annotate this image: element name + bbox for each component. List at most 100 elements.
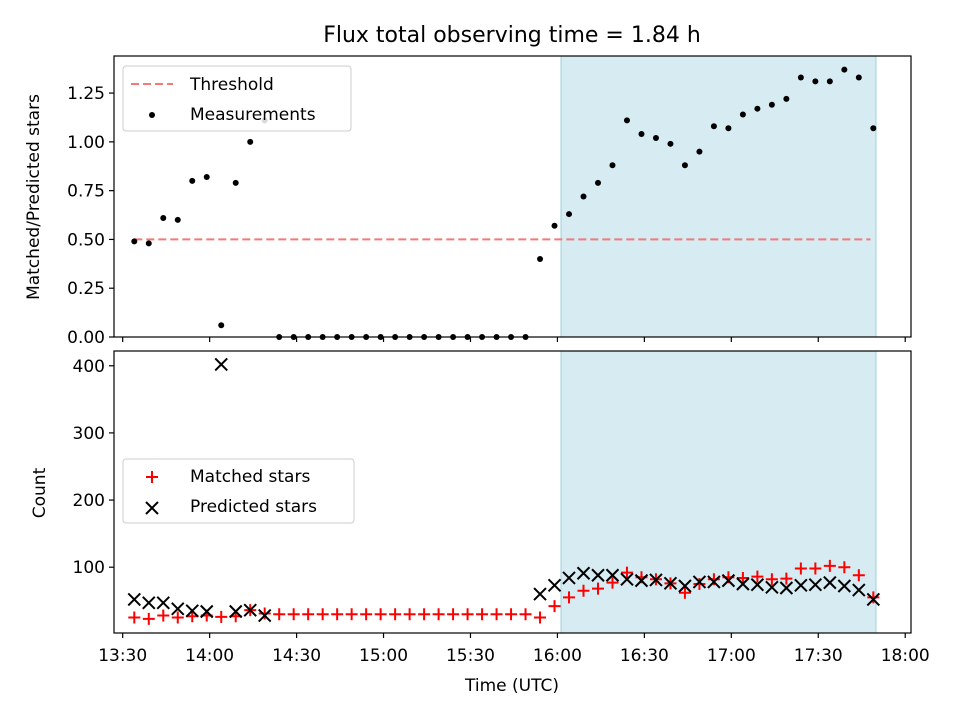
top-panel-shaded-region [560,55,877,338]
y-tick-label: 300 [73,424,105,444]
x-tick-label: 18:00 [881,646,930,666]
measurement-point [667,140,674,147]
matched-star-point [678,586,691,599]
legend-matched-label: Matched stars [190,467,310,487]
bottom-panel-frame [113,350,912,634]
measurement-point [739,111,746,118]
matched-star-point [171,611,184,624]
top-panel-legend: Threshold Measurements [122,65,352,132]
predicted-star-point [692,575,707,589]
matched-star-point [302,608,315,621]
matched-star-point [461,608,474,621]
legend-threshold-label: Threshold [189,75,274,95]
predicted-star-point [214,357,228,372]
measurement-point [232,179,239,186]
measurement-point [696,148,703,155]
predicted-star-point [663,576,678,591]
matched-star-point [823,559,836,572]
measurement-point [652,134,659,141]
measurement-point [131,238,138,245]
matched-star-point [577,584,590,597]
predicted-star-point [634,573,649,588]
predicted-star-point [200,604,214,619]
matched-star-point [809,562,822,575]
measurement-point [710,123,717,130]
measurement-point [609,162,616,169]
predicted-star-point [779,581,794,595]
y-tick-label: 1.00 [67,133,105,153]
bottom-panel-shaded-region [560,350,877,634]
measurement-point [623,117,630,124]
matched-star-point [374,608,387,621]
matched-star-point [345,608,358,621]
predicted-star-point [257,608,272,623]
matched-star-point [157,609,170,622]
matched-star-point [620,566,633,579]
predicted-legend-marker [145,501,159,515]
predicted-star-point [171,602,185,616]
predicted-star-point [605,568,620,582]
predicted-star-point [649,573,663,587]
flux-ratio-panel: 0.00 0.25 0.50 0.75 1.00 1.25 Matched/Predict… [24,55,912,348]
top-panel-y-axis: 0.00 0.25 0.50 0.75 1.00 1.25 [67,84,114,348]
predicted-star-point [707,575,721,589]
matched-star-point [432,608,445,621]
predicted-star-point [547,578,562,593]
predicted-star-point [837,579,852,593]
predicted-star-point [156,596,170,610]
matched-star-point [838,561,851,574]
predicted-star-point [185,604,199,618]
measurement-point [203,173,210,180]
matched-star-point [548,600,561,613]
y-tick-label: 1.25 [67,84,105,104]
matched-star-point [490,608,503,621]
predicted-star-point [866,592,881,607]
matched-star-point [128,611,141,624]
predicted-star-point [562,571,576,585]
x-tick-label: 17:30 [794,646,843,666]
measurement-point [160,214,167,221]
y-tick-label: 100 [73,558,105,578]
measurement-point [145,240,152,247]
matched-star-point [142,612,155,625]
bottom-panel-legend: Matched stars Predicted stars [122,458,355,524]
measurement-point [247,138,254,145]
matched-star-point [736,571,749,584]
predicted-star-point [794,578,808,593]
bottom-panel-y-axis: 100 200 300 400 [73,357,114,578]
top-panel-frame [113,55,912,338]
matched-star-point [852,569,865,582]
matched-star-point [418,608,431,621]
predicted-star-point [750,577,765,592]
matched-star-point [403,608,416,621]
measurement-point [797,74,804,81]
measurement-point [725,125,732,132]
top-panel-x-ticks [122,337,906,342]
y-tick-label: 0.00 [67,328,105,348]
measurement-point [855,74,862,81]
predicted-star-point [765,580,779,595]
measurement-point [870,125,877,132]
matched-star-point [794,562,807,575]
matched-star-point [606,576,619,589]
matched-star-point [287,608,300,621]
measurement-point [812,78,819,85]
predicted-star-point [620,572,634,586]
legend-measurements-label: Measurements [190,105,316,125]
top-panel-ylabel: Matched/Predicted stars [24,94,44,300]
y-tick-label: 400 [73,357,105,377]
y-tick-label: 0.25 [67,279,105,299]
predicted-star-point [229,604,243,619]
top-legend-box [122,65,352,132]
predicted-star-point [533,587,547,601]
matched-star-point [751,570,764,583]
measurements-legend-marker [149,112,155,118]
matched-legend-marker [146,471,158,483]
x-tick-label: 15:00 [359,646,408,666]
matched-star-point [765,573,778,586]
measurement-point [638,131,645,138]
measurement-point [174,216,181,223]
bottom-legend-box [122,458,355,524]
chart-title: Flux total observing time = 1.84 h [323,23,701,48]
